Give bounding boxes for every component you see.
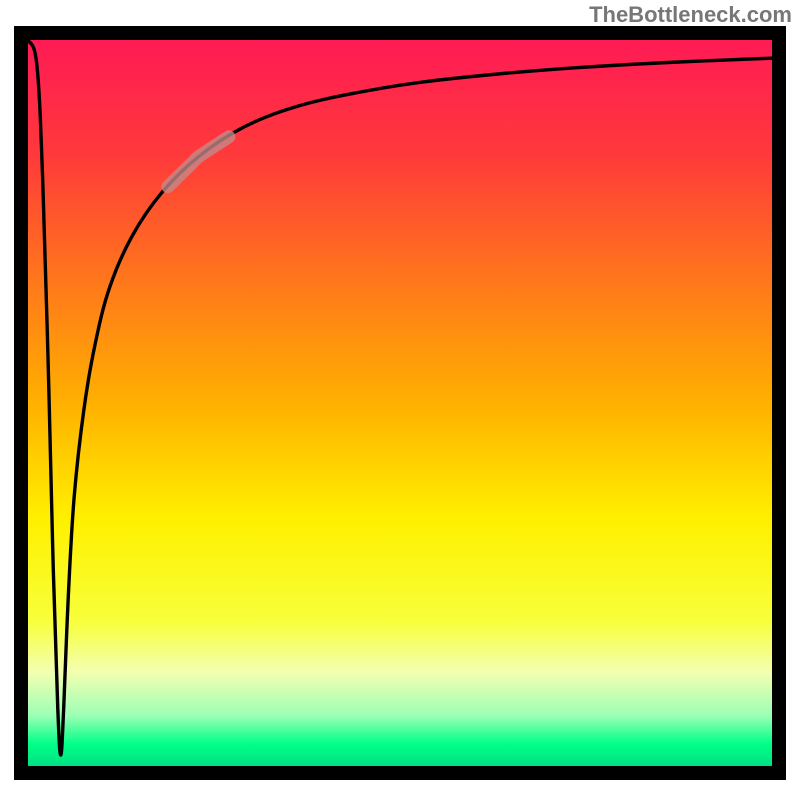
bottleneck-curve-chart — [0, 0, 800, 800]
watermark-text: TheBottleneck.com — [589, 2, 792, 28]
chart-container: TheBottleneck.com — [0, 0, 800, 800]
plot-background-gradient — [28, 40, 772, 766]
